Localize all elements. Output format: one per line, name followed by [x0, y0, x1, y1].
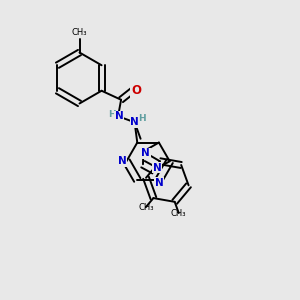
- Text: H: H: [138, 114, 146, 123]
- Text: N: N: [141, 148, 150, 158]
- Text: CH₃: CH₃: [72, 28, 87, 37]
- Text: N: N: [115, 111, 124, 121]
- Text: N: N: [154, 178, 163, 188]
- Text: H: H: [108, 110, 115, 119]
- Text: N: N: [153, 163, 161, 173]
- Text: N: N: [118, 156, 126, 166]
- Text: CH₃: CH₃: [171, 208, 187, 217]
- Text: O: O: [131, 84, 141, 97]
- Text: CH₃: CH₃: [138, 203, 154, 212]
- Text: N: N: [130, 117, 139, 127]
